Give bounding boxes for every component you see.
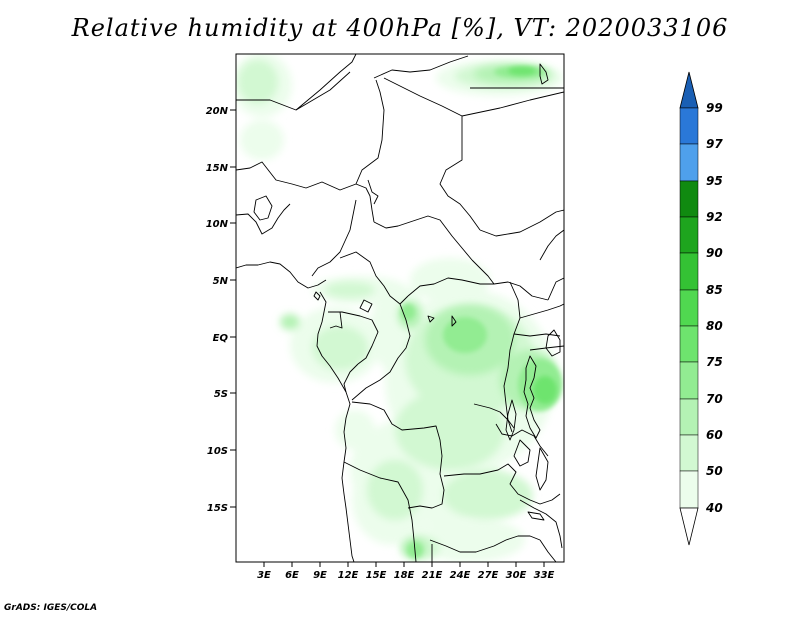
lon-label: 24E	[450, 570, 471, 581]
colorbar-label: 90	[706, 246, 723, 260]
lon-label: 33E	[534, 570, 555, 581]
colorbar-segment-85-90	[679, 252, 699, 291]
lon-label: 15E	[366, 570, 387, 581]
lat-label: EQ	[213, 333, 229, 344]
lat-label: 15N	[206, 163, 229, 174]
lon-label: 3E	[257, 570, 271, 581]
colorbar-label: 50	[706, 464, 723, 478]
lat-label: 20N	[206, 106, 229, 117]
colorbar-label: 40	[705, 501, 723, 515]
lon-label: 30E	[506, 570, 527, 581]
colorbar-segment-50-60	[679, 434, 699, 472]
lon-label: 27E	[478, 570, 499, 581]
lon-label: 21E	[422, 570, 443, 581]
colorbar-label: 70	[706, 392, 723, 406]
colorbar-segment-40-50	[679, 470, 699, 509]
lon-label: 12E	[338, 570, 359, 581]
humidity-shading-75-80	[508, 67, 557, 404]
longitude-axis: 3E 6E 9E 12E 15E 18E 21E 24E 27E 30E 33E	[257, 562, 555, 581]
lat-label: 5S	[214, 389, 228, 400]
colorbar-segment-80-85	[679, 289, 699, 327]
colorbar: 99 97 95 92 90 85 80 75 70 60 50 40	[679, 71, 723, 546]
colorbar-label: 85	[706, 283, 723, 297]
lat-label: 10S	[207, 446, 228, 457]
colorbar-label: 80	[706, 319, 723, 333]
colorbar-segment-92-95	[679, 180, 699, 218]
lon-label: 6E	[285, 570, 299, 581]
lat-label: 5N	[213, 276, 229, 287]
colorbar-segment-below-40	[679, 507, 699, 546]
chart-title: Relative humidity at 400hPa [%], VT: 202…	[71, 14, 729, 42]
colorbar-segment-60-70	[679, 398, 699, 436]
colorbar-label: 99	[706, 101, 723, 115]
colorbar-label: 75	[706, 355, 723, 369]
colorbar-segment-70-75	[679, 361, 699, 400]
colorbar-label: 60	[706, 428, 723, 442]
colorbar-segment-75-80	[679, 325, 699, 363]
colorbar-segment-97-99	[679, 107, 699, 145]
lon-label: 18E	[394, 570, 415, 581]
grads-credit: GrADS: IGES/COLA	[4, 603, 98, 613]
lat-label: 15S	[207, 503, 228, 514]
lat-label: 10N	[206, 219, 229, 230]
colorbar-label: 95	[706, 174, 723, 188]
map-plot-area	[236, 54, 564, 562]
colorbar-label: 97	[706, 137, 723, 151]
colorbar-segment-above-99	[679, 71, 699, 109]
country-borders	[236, 54, 564, 562]
lon-label: 9E	[313, 570, 327, 581]
colorbar-label: 92	[706, 210, 723, 224]
map-frame	[235, 53, 565, 563]
colorbar-segment-90-92	[679, 216, 699, 254]
colorbar-segment-95-97	[679, 143, 699, 182]
latitude-axis: 20N 15N 10N 5N EQ 5S 10S 15S	[206, 106, 236, 514]
